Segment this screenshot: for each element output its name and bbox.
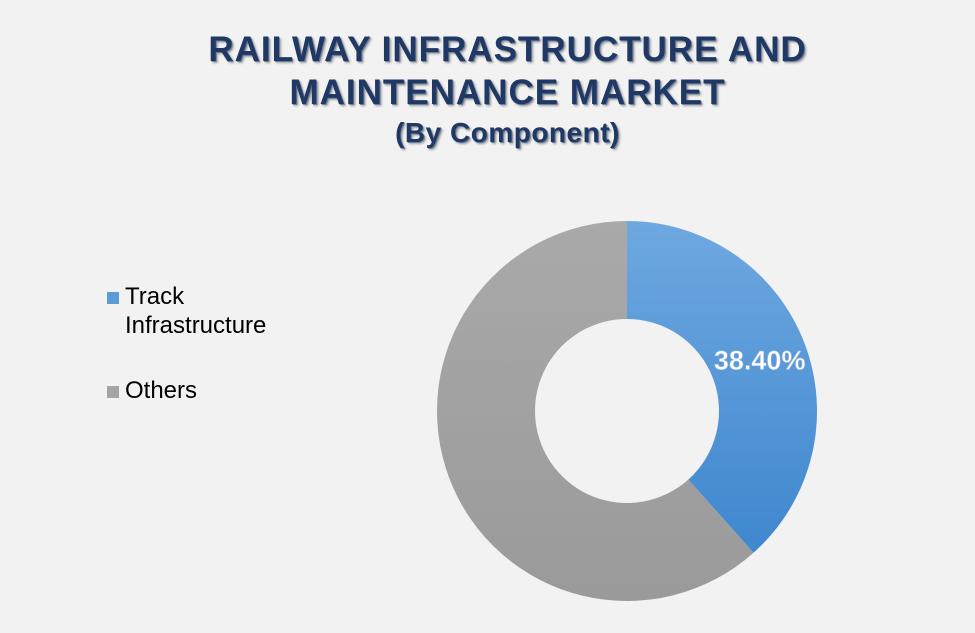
legend-swatch-others — [107, 386, 119, 398]
chart-subtitle: (By Component) — [395, 117, 620, 148]
chart-title: RAILWAY INFRASTRUCTURE AND MAINTENANCE M… — [0, 28, 975, 152]
legend-item-others: Others — [105, 376, 285, 405]
legend-item-track-infrastructure: Track Infrastructure — [105, 282, 285, 340]
legend-swatch-track-infrastructure — [107, 292, 119, 304]
chart-title-line-2: MAINTENANCE MARKET — [289, 73, 726, 112]
data-label-track-infrastructure: 38.40% — [714, 345, 806, 375]
donut-slice-track-infrastructure — [627, 221, 818, 553]
chart-legend: Track Infrastructure Others — [105, 282, 285, 441]
legend-label-track-infrastructure: Track Infrastructure — [125, 283, 267, 339]
donut-slice-others — [437, 221, 754, 601]
legend-label-others: Others — [125, 377, 198, 404]
chart-title-line-1: RAILWAY INFRASTRUCTURE AND — [208, 30, 807, 69]
